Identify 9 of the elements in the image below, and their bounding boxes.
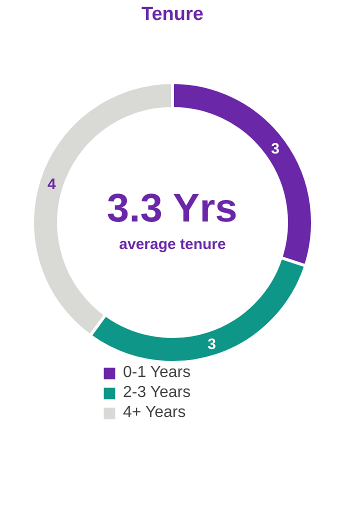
text: average tenure bbox=[119, 236, 226, 253]
data-label: 3 bbox=[271, 140, 280, 158]
data-label: 3 bbox=[208, 336, 216, 353]
legend-label: 0-1 Years bbox=[123, 364, 191, 382]
chart-title: Tenure bbox=[142, 4, 204, 25]
legend-label: 4+ Years bbox=[123, 404, 186, 422]
data-label: 4 bbox=[48, 176, 57, 193]
text: 3.3 Yrs bbox=[106, 186, 238, 230]
legend-label: 2-3 Years bbox=[123, 384, 191, 402]
